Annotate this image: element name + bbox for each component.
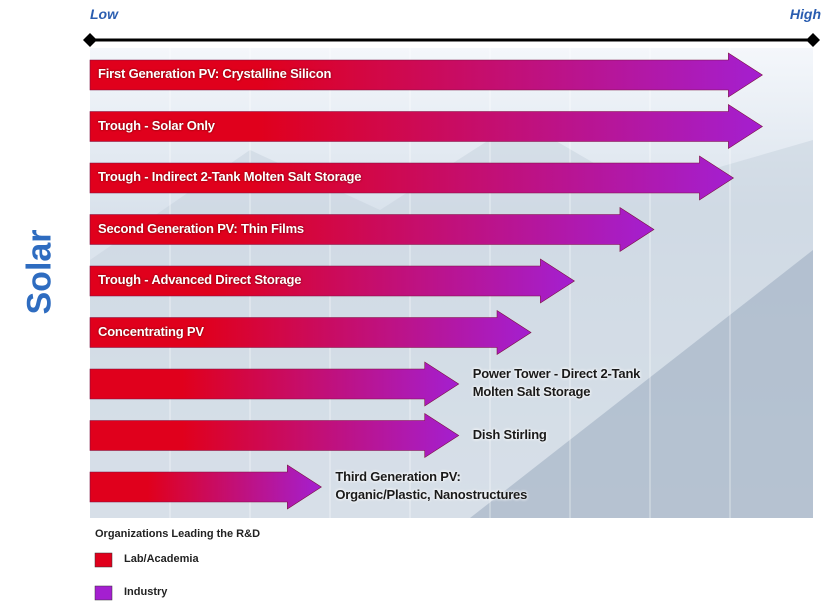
legend-swatch [95, 586, 112, 600]
category-label: First Generation PV: Crystalline Silicon [98, 65, 331, 83]
category-label: Trough - Solar Only [98, 117, 215, 135]
x-tick-label: High [790, 6, 821, 22]
category-label: Trough - Advanced Direct Storage [98, 271, 301, 289]
legend-swatch [95, 553, 112, 567]
axis-end-marker [806, 33, 820, 47]
legend-title: Organizations Leading the R&D [95, 528, 260, 540]
axis-end-marker [83, 33, 97, 47]
category-label: Concentrating PV [98, 323, 204, 341]
chart-canvas [0, 0, 835, 604]
legend-label: Industry [124, 586, 167, 598]
legend-label: Lab/Academia [124, 553, 199, 565]
category-label: Power Tower - Direct 2-Tank Molten Salt … [473, 365, 641, 401]
chart: Solar Organizations Leading the R&D Low H… [0, 0, 835, 604]
category-label: Dish Stirling [473, 426, 547, 444]
category-label: Second Generation PV: Thin Films [98, 220, 304, 238]
x-tick-label: Low [90, 6, 118, 22]
category-label: Third Generation PV: Organic/Plastic, Na… [335, 468, 527, 504]
category-label: Trough - Indirect 2-Tank Molten Salt Sto… [98, 168, 361, 186]
y-axis-label: Solar [21, 235, 60, 315]
